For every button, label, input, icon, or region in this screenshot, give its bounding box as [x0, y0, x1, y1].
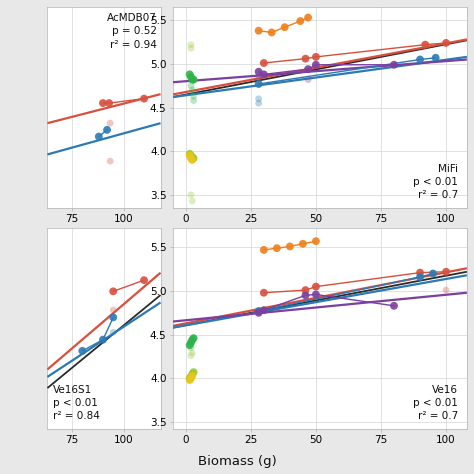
Point	[187, 41, 195, 48]
Point	[312, 291, 319, 298]
Point	[187, 152, 195, 159]
Point	[103, 126, 111, 134]
Point	[109, 306, 117, 314]
Point	[186, 152, 193, 159]
Point	[268, 28, 275, 36]
Point	[429, 270, 437, 277]
Point	[255, 80, 263, 88]
Point	[416, 56, 424, 64]
Point	[260, 59, 268, 67]
Point	[189, 372, 196, 380]
Point	[297, 17, 304, 25]
Point	[312, 283, 319, 291]
Point	[302, 55, 310, 63]
Point	[260, 246, 268, 254]
Point	[421, 41, 429, 48]
Point	[273, 245, 281, 252]
Point	[186, 71, 193, 78]
Text: Biomass (g): Biomass (g)	[198, 456, 276, 468]
Point	[302, 286, 310, 294]
Point	[442, 286, 450, 294]
Point	[190, 92, 197, 100]
Text: Ve16
p < 0.01
r² = 0.7: Ve16 p < 0.01 r² = 0.7	[413, 384, 458, 421]
Point	[190, 155, 197, 162]
Point	[189, 86, 196, 94]
Point	[260, 306, 268, 314]
Point	[187, 374, 195, 382]
Point	[312, 237, 319, 245]
Point	[416, 269, 424, 276]
Point	[186, 376, 193, 384]
Point	[186, 374, 193, 382]
Point	[187, 82, 195, 90]
Point	[312, 61, 319, 69]
Point	[304, 65, 312, 73]
Point	[187, 73, 195, 81]
Point	[187, 339, 195, 346]
Point	[106, 119, 114, 127]
Point	[109, 328, 117, 336]
Point	[255, 75, 263, 82]
Point	[105, 99, 113, 107]
Point	[99, 336, 107, 344]
Point	[442, 268, 450, 275]
Point	[189, 370, 196, 378]
Point	[189, 336, 196, 344]
Text: Ve16S1
p < 0.01
r² = 0.84: Ve16S1 p < 0.01 r² = 0.84	[53, 384, 100, 421]
Text: MiFi
p < 0.01
r² = 0.7: MiFi p < 0.01 r² = 0.7	[413, 164, 458, 200]
Point	[281, 23, 289, 31]
Point	[187, 191, 195, 199]
Point	[190, 334, 197, 342]
Point	[186, 150, 193, 158]
Point	[189, 197, 196, 205]
Point	[99, 99, 107, 107]
Point	[286, 243, 294, 250]
Point	[189, 154, 196, 161]
Text: AcMDB07
p = 0.52
r² = 0.94: AcMDB07 p = 0.52 r² = 0.94	[107, 13, 157, 50]
Point	[190, 368, 197, 376]
Point	[442, 39, 450, 47]
Point	[109, 314, 117, 321]
Point	[312, 53, 319, 61]
Point	[79, 347, 86, 355]
Point	[106, 157, 114, 165]
Point	[260, 289, 268, 297]
Point	[187, 155, 195, 162]
Point	[187, 373, 195, 380]
Point	[189, 349, 196, 357]
Point	[187, 344, 195, 352]
Point	[260, 71, 268, 78]
Point	[190, 97, 197, 104]
Point	[190, 76, 197, 83]
Point	[187, 45, 195, 52]
Point	[255, 68, 263, 75]
Point	[109, 288, 117, 295]
Point	[255, 100, 263, 107]
Point	[140, 276, 148, 284]
Point	[299, 240, 307, 247]
Point	[432, 54, 439, 62]
Point	[255, 95, 263, 102]
Point	[140, 95, 148, 102]
Point	[255, 309, 263, 317]
Point	[95, 133, 102, 140]
Point	[302, 292, 310, 299]
Point	[255, 27, 263, 35]
Point	[304, 76, 312, 83]
Point	[390, 302, 398, 310]
Point	[187, 352, 195, 359]
Point	[390, 61, 398, 69]
Point	[304, 14, 312, 21]
Point	[189, 156, 196, 164]
Point	[189, 76, 196, 83]
Point	[255, 307, 263, 315]
Point	[186, 341, 193, 349]
Point	[416, 273, 424, 281]
